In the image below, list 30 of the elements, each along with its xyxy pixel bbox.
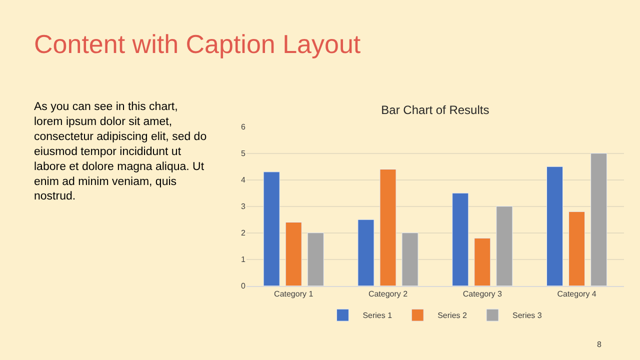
bar xyxy=(546,166,564,286)
x-tick-label: Category 4 xyxy=(557,289,597,298)
y-tick-label: 3 xyxy=(240,202,246,212)
bar xyxy=(496,206,513,286)
bar xyxy=(474,238,491,286)
x-tick-label: Category 2 xyxy=(368,289,408,298)
y-tick-label: 0 xyxy=(240,282,246,291)
bar xyxy=(590,153,608,286)
bar xyxy=(263,172,280,286)
y-tick-label: 5 xyxy=(240,149,246,158)
text: Content with Caption Layout xyxy=(34,29,362,59)
y-tick-label: 6 xyxy=(240,122,246,132)
bar xyxy=(568,211,586,286)
bar xyxy=(307,232,324,286)
text: As you can see in this chart, lorem ipsum dolor sit amet, consectetur adipiscing elit, sed do eiusmod tempor incididunt ut labore et dolore magna aliqua. Ut enim ad minim veniam, quis nostrud. xyxy=(34,101,207,203)
legend-label: Series 2 xyxy=(438,311,468,320)
y-tick-label: 4 xyxy=(240,176,246,185)
bar xyxy=(285,222,302,286)
x-tick-label: Category 3 xyxy=(462,289,503,298)
bar xyxy=(402,232,418,286)
x-tick-label: Category 1 xyxy=(274,289,314,298)
y-tick-label: 2 xyxy=(240,228,246,238)
bar xyxy=(452,192,469,286)
legend-label: Series 3 xyxy=(512,311,542,320)
legend-label: Series 1 xyxy=(362,311,393,320)
text: 8 xyxy=(597,340,602,349)
y-tick-label: 1 xyxy=(240,255,246,264)
bar xyxy=(358,219,374,286)
bar xyxy=(380,169,396,286)
chart-title: Bar Chart of Results xyxy=(381,103,490,117)
